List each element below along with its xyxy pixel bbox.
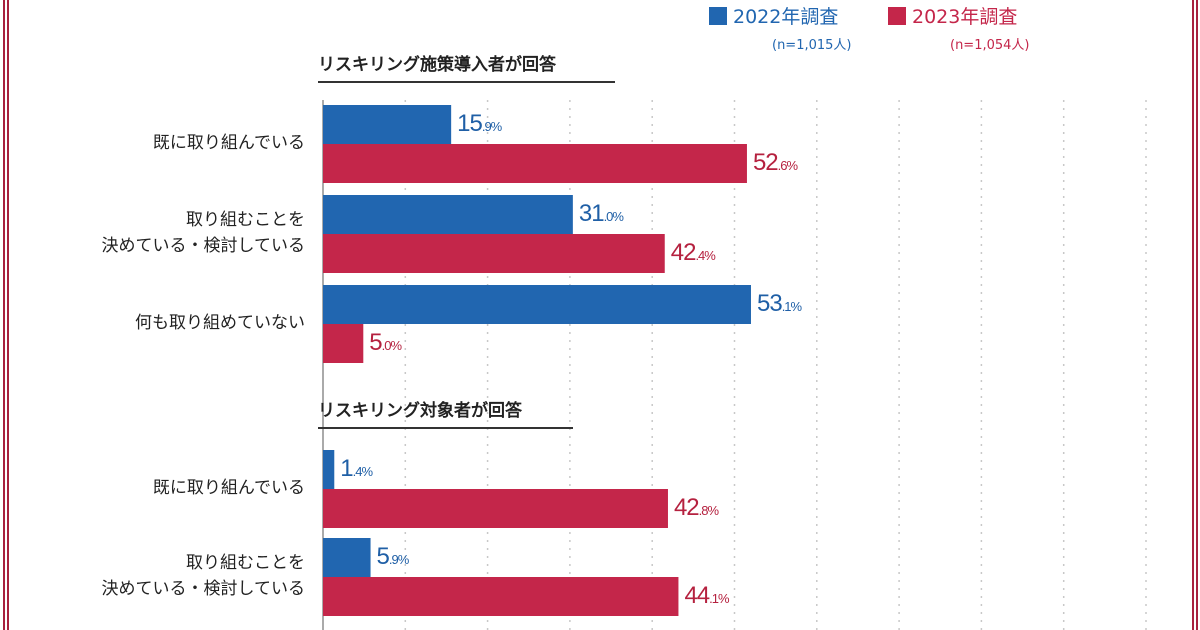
bar-2022: [323, 538, 371, 577]
bar-2022: [323, 450, 335, 489]
bar-2023: [323, 577, 679, 616]
bar-2023: [323, 489, 668, 528]
data-label: 1.4%: [340, 455, 373, 482]
data-label: 42.8%: [673, 494, 719, 521]
data-label: 5.9%: [376, 543, 410, 570]
right-border-inner: [1196, 0, 1198, 630]
right-border: [1192, 0, 1194, 630]
category-label: 既に取り組んでいる: [152, 478, 305, 498]
bar-2023: [323, 234, 665, 273]
legend-swatch-2022: [709, 6, 727, 25]
bar-2022: [323, 105, 452, 144]
data-label: 5.0%: [369, 329, 402, 356]
bar-2022: [323, 285, 751, 324]
section-title: リスキリング対象者が回答: [318, 396, 573, 429]
legend-n-2023: (n=1,054人): [950, 38, 1030, 53]
section-title: リスキリング施策導入者が回答: [318, 50, 615, 83]
data-label: 42.4%: [670, 239, 716, 266]
bar-2023: [323, 144, 747, 183]
category-label: 既に取り組んでいる: [152, 133, 305, 153]
legend-2023: 2023年調査: [888, 2, 1017, 29]
category-label: 取り組むことを 決めている・検討している: [101, 553, 306, 599]
legend-label-2022: 2022年調査: [733, 6, 839, 28]
legend-swatch-2023: [888, 6, 906, 25]
bar-2023: [323, 324, 364, 363]
bar-2022: [323, 195, 573, 234]
left-border: [3, 0, 5, 630]
data-label: 15.9%: [457, 110, 502, 137]
data-label: 53.1%: [756, 290, 802, 317]
legend-label-2023: 2023年調査: [912, 6, 1018, 28]
category-label: 何も取り組めていない: [135, 313, 305, 333]
legend-2022: 2022年調査: [709, 2, 838, 29]
left-border-inner: [7, 0, 9, 630]
data-label: 52.6%: [752, 149, 798, 176]
data-label: 44.1%: [684, 582, 729, 609]
data-label: 31.0%: [578, 200, 624, 227]
legend-n-2022: (n=1,015人): [772, 38, 852, 53]
category-label: 取り組むことを 決めている・検討している: [101, 210, 306, 256]
